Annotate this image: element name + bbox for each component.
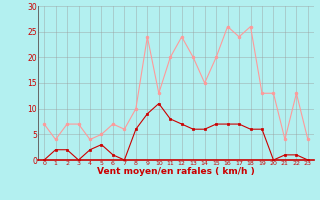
X-axis label: Vent moyen/en rafales ( km/h ): Vent moyen/en rafales ( km/h ) [97,167,255,176]
